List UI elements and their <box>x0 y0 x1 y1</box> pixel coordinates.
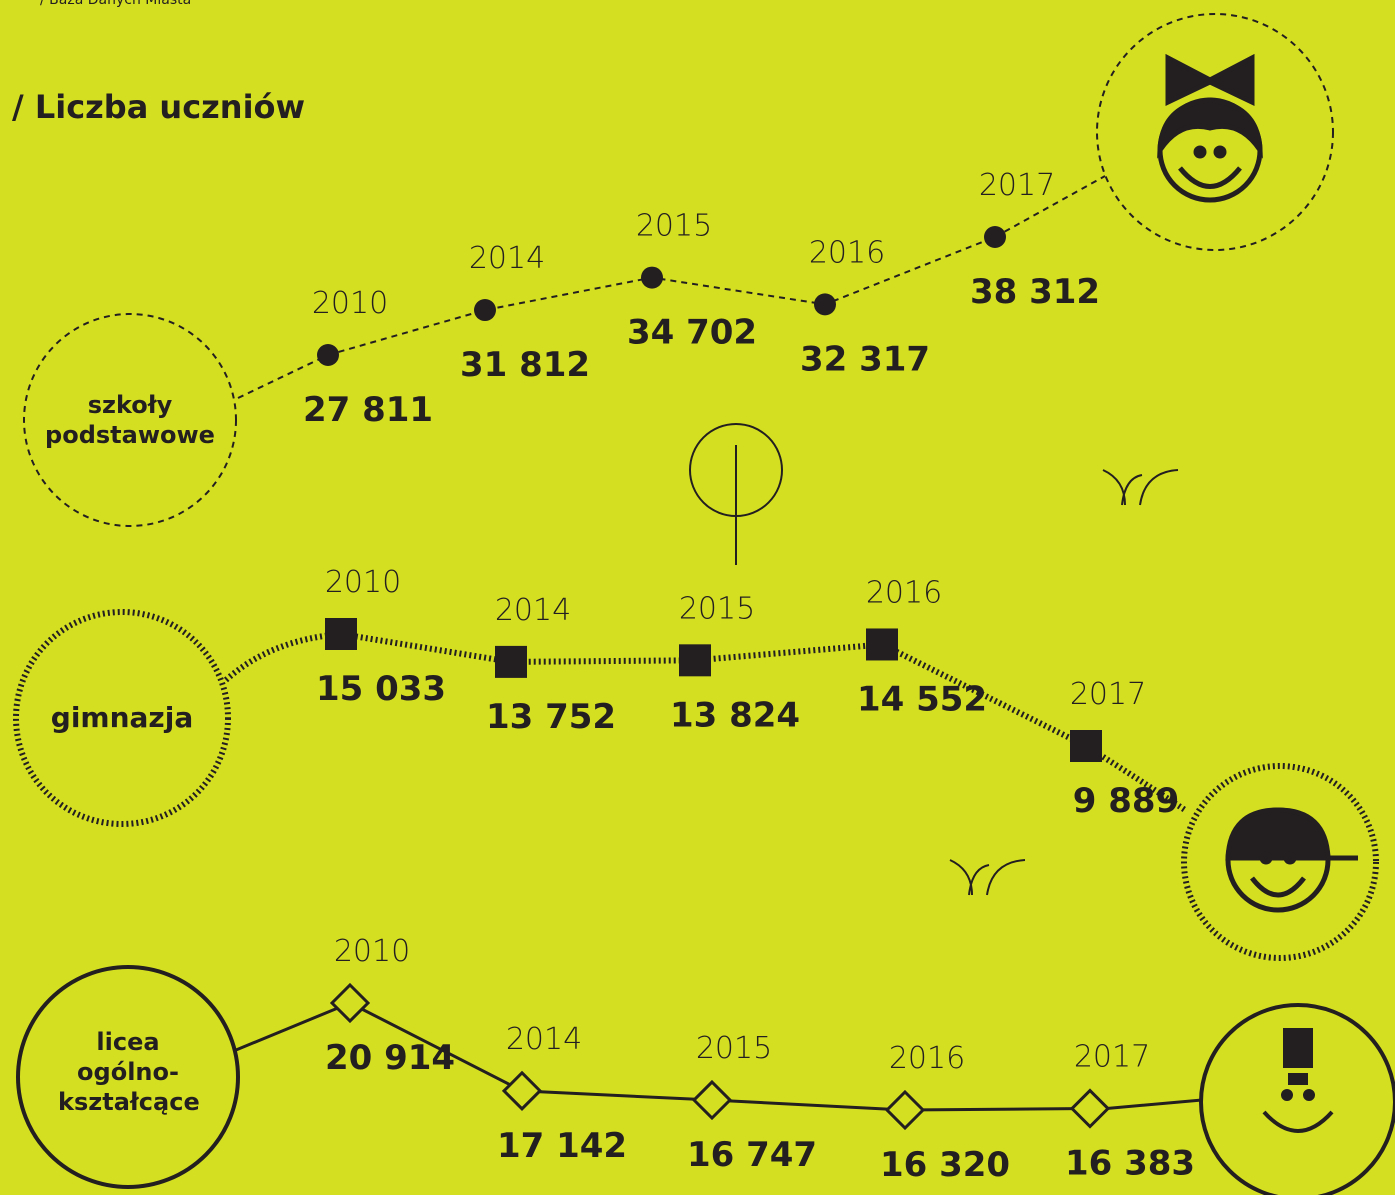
value-label: 16 383 <box>1065 1144 1195 1184</box>
year-label: 2016 <box>889 1041 965 1076</box>
marker <box>1070 730 1102 762</box>
year-label: 2010 <box>334 934 410 969</box>
marker <box>325 618 357 650</box>
marker <box>329 982 371 1024</box>
year-label: 2016 <box>866 575 942 610</box>
marker <box>317 344 339 366</box>
value-label: 13 824 <box>670 695 800 735</box>
marker <box>984 226 1006 248</box>
year-label: 2015 <box>636 209 712 244</box>
marker <box>641 266 663 289</box>
icon-circle <box>1181 763 1379 961</box>
value-label: 38 312 <box>970 272 1100 312</box>
connector <box>237 175 1106 399</box>
value-label: 17 142 <box>497 1126 627 1166</box>
year-label: 2016 <box>809 235 885 270</box>
year-label: 2014 <box>469 241 545 276</box>
year-label: 2015 <box>696 1031 772 1066</box>
marker <box>866 628 898 661</box>
label-circle <box>23 313 237 527</box>
value-label: 32 317 <box>800 339 930 379</box>
value-label: 15 033 <box>316 669 446 709</box>
chart-title: / Liczba uczniów <box>12 88 306 126</box>
label-circle <box>16 965 240 1189</box>
marker <box>1069 1088 1111 1129</box>
year-label: 2010 <box>312 286 388 321</box>
year-label: 2015 <box>679 591 755 626</box>
marker <box>495 645 527 678</box>
boy-icon <box>1225 807 1358 913</box>
icon-circle <box>1199 1003 1395 1195</box>
grass <box>949 859 1026 896</box>
value-label: 34 702 <box>627 313 757 353</box>
marker <box>884 1089 926 1131</box>
value-label: 13 752 <box>486 697 616 737</box>
value-label: 27 811 <box>303 390 433 430</box>
marker <box>501 1070 543 1111</box>
girl-icon <box>1157 53 1263 203</box>
marker <box>814 293 836 316</box>
year-label: 2014 <box>506 1022 582 1057</box>
value-label: 20 914 <box>325 1038 455 1078</box>
source: / Baza Danych Miasta <box>40 0 192 8</box>
value-label: 16 320 <box>880 1145 1010 1185</box>
year-label: 2017 <box>1074 1040 1150 1075</box>
face-icon <box>1262 1028 1334 1133</box>
year-label: 2017 <box>979 168 1055 203</box>
icon-circle <box>1096 13 1334 251</box>
grass <box>1102 469 1179 506</box>
year-label: 2010 <box>325 565 401 600</box>
series-label: licea ogólno-kształcące <box>58 1028 200 1116</box>
year-label: 2014 <box>495 593 571 628</box>
label-circle <box>13 609 231 827</box>
tree-icon <box>689 423 783 565</box>
year-label: 2017 <box>1070 677 1146 712</box>
value-label: 16 747 <box>687 1135 817 1175</box>
marker <box>691 1079 733 1121</box>
value-label: 31 812 <box>460 345 590 385</box>
series-label: szkoły podstawowe <box>45 391 215 449</box>
value-label: 9 889 <box>1073 781 1179 821</box>
marker <box>679 644 711 677</box>
value-label: 14 552 <box>857 679 987 719</box>
series-label: gimnazja <box>50 701 194 734</box>
marker <box>474 299 496 322</box>
